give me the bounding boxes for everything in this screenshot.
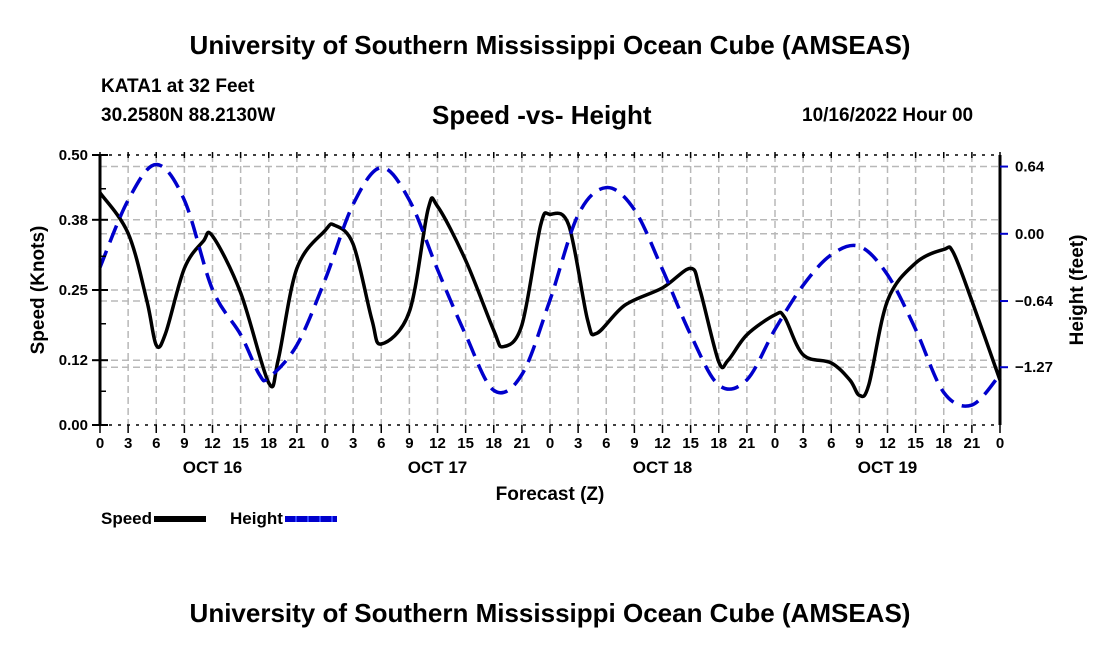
y2-tick-label: −1.27 xyxy=(1015,359,1053,376)
x-day-label: OCT 16 xyxy=(183,458,243,477)
y-tick-label: 0.25 xyxy=(59,282,88,299)
x-tick-label: 6 xyxy=(602,435,610,452)
station-label: KATA1 at 32 Feet xyxy=(101,76,255,97)
x-tick-label: 12 xyxy=(879,435,896,452)
x-tick-label: 3 xyxy=(124,435,132,452)
legend-item-speed: Speed xyxy=(101,509,207,529)
x-tick-label: 12 xyxy=(204,435,221,452)
legend-item-height: Height xyxy=(230,509,337,529)
series-line-height xyxy=(98,162,1002,408)
y-tick-label: 0.00 xyxy=(59,417,88,434)
x-day-label: OCT 19 xyxy=(858,458,918,477)
legend-label-height: Height xyxy=(230,509,283,528)
footer-title: University of Southern Mississippi Ocean… xyxy=(189,598,911,628)
series-layer xyxy=(98,162,1002,408)
forecast-datetime: 10/16/2022 Hour 00 xyxy=(802,105,974,126)
x-tick-label: 0 xyxy=(321,435,329,452)
legend-swatch-height xyxy=(284,516,337,522)
coordinates-label: 30.2580N 88.2130W xyxy=(101,105,276,126)
y2-tick-label: 0.64 xyxy=(1015,159,1045,176)
x-tick-label: 21 xyxy=(964,435,981,452)
y-tick-label: 0.12 xyxy=(59,352,88,369)
x-day-label: OCT 18 xyxy=(633,458,693,477)
y-tick-label: 0.38 xyxy=(59,212,88,229)
axis-labels: 0 3 6 9 12 15 18 21 0 3 6 9 12 15 18 21 0 3 6 9 12 15 18 21 0 3 6 9… xyxy=(59,147,1054,477)
x-tick-label: 21 xyxy=(289,435,306,452)
x-tick-label: 21 xyxy=(739,435,756,452)
x-tick-label: 18 xyxy=(710,435,727,452)
x-tick-label: 12 xyxy=(654,435,671,452)
x-tick-label: 0 xyxy=(996,435,1004,452)
legend-label-speed: Speed xyxy=(101,509,153,528)
x-tick-label: 3 xyxy=(349,435,357,452)
x-tick-label: 21 xyxy=(514,435,531,452)
x-tick-label: 18 xyxy=(485,435,502,452)
x-tick-label: 6 xyxy=(377,435,385,452)
chart-subtitle: Speed -vs- Height xyxy=(432,100,652,130)
x-tick-label: 15 xyxy=(682,435,699,452)
x-tick-label: 3 xyxy=(574,435,582,452)
main-title: University of Southern Mississippi Ocean… xyxy=(189,30,911,60)
x-day-label: OCT 17 xyxy=(408,458,468,477)
x-axis-title: Forecast (Z) xyxy=(496,484,605,505)
x-tick-label: 3 xyxy=(799,435,807,452)
y-axis-title: Speed (Knots) xyxy=(28,226,49,355)
x-tick-label: 0 xyxy=(771,435,779,452)
y2-axis-title: Height (feet) xyxy=(1067,235,1088,346)
x-tick-label: 15 xyxy=(457,435,474,452)
x-tick-label: 9 xyxy=(180,435,188,452)
x-tick-label: 18 xyxy=(935,435,952,452)
y2-tick-label: 0.00 xyxy=(1015,226,1044,243)
series-line-speed xyxy=(98,191,1002,399)
axes xyxy=(92,152,1008,433)
y-tick-label: 0.50 xyxy=(59,147,88,164)
x-tick-label: 18 xyxy=(260,435,277,452)
legend-swatch-speed xyxy=(154,516,207,522)
x-tick-label: 9 xyxy=(405,435,413,452)
x-tick-label: 0 xyxy=(96,435,104,452)
x-tick-label: 0 xyxy=(546,435,554,452)
x-tick-label: 12 xyxy=(429,435,446,452)
x-tick-label: 15 xyxy=(907,435,924,452)
x-tick-label: 15 xyxy=(232,435,249,452)
grid-lines xyxy=(100,155,1000,425)
x-tick-label: 6 xyxy=(827,435,835,452)
x-tick-label: 9 xyxy=(855,435,863,452)
x-tick-label: 6 xyxy=(152,435,160,452)
y2-tick-label: −0.64 xyxy=(1015,293,1054,310)
x-tick-label: 9 xyxy=(630,435,638,452)
